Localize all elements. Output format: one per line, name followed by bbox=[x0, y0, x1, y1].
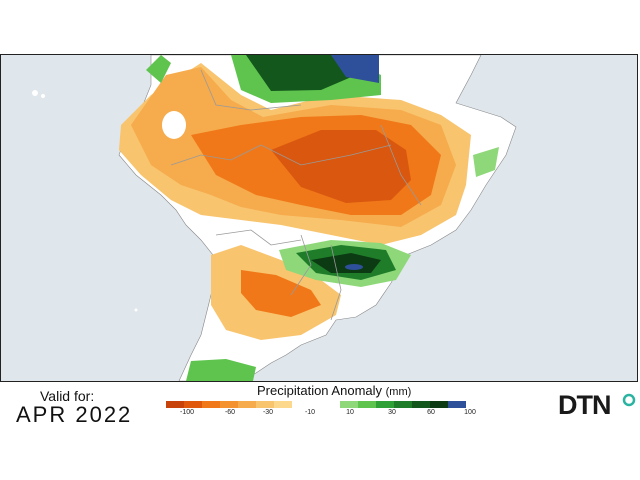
normal-area bbox=[162, 111, 186, 139]
legend-footer: Valid for: APR 2022 Precipitation Anomal… bbox=[0, 382, 640, 480]
legend-swatch bbox=[358, 401, 376, 408]
legend-swatch bbox=[256, 401, 274, 408]
legend-swatch bbox=[166, 401, 184, 408]
wet-anomaly-northwest bbox=[146, 55, 171, 83]
tick-label: -60 bbox=[224, 409, 236, 416]
tick-label: 100 bbox=[464, 409, 476, 416]
legend-scale-negative bbox=[166, 401, 292, 408]
legend-swatch bbox=[340, 401, 358, 408]
tick-label: -100 bbox=[179, 409, 195, 416]
legend-swatch bbox=[394, 401, 412, 408]
tick-label: 60 bbox=[427, 409, 435, 416]
legend-unit: (mm) bbox=[385, 386, 412, 398]
logo-text: DTN bbox=[558, 390, 611, 420]
island bbox=[134, 308, 138, 312]
wet-anomaly-north-core bbox=[246, 55, 356, 91]
legend-swatch bbox=[202, 401, 220, 408]
wet-anomaly-south-core bbox=[311, 253, 381, 273]
logo-mark-icon bbox=[622, 393, 636, 407]
island bbox=[32, 90, 38, 96]
tick-label: 30 bbox=[388, 409, 396, 416]
legend-swatch bbox=[238, 401, 256, 408]
legend-swatch bbox=[448, 401, 466, 408]
valid-for-label: Valid for: bbox=[40, 388, 95, 404]
tick-label: -10 bbox=[304, 409, 316, 416]
legend-title-text: Precipitation Anomaly bbox=[257, 383, 383, 398]
dry-anomaly-core bbox=[271, 130, 411, 203]
precipitation-anomaly-map bbox=[0, 54, 638, 382]
tick-label: -30 bbox=[262, 409, 274, 416]
legend-swatch bbox=[376, 401, 394, 408]
legend-title: Precipitation Anomaly (mm) bbox=[257, 383, 411, 398]
valid-date: APR 2022 bbox=[16, 402, 133, 427]
legend-swatch bbox=[430, 401, 448, 408]
legend-swatch bbox=[220, 401, 238, 408]
wet-anomaly-east bbox=[473, 147, 499, 177]
legend-swatch bbox=[412, 401, 430, 408]
wet-anomaly-north-max bbox=[331, 55, 379, 83]
map-svg bbox=[1, 55, 637, 381]
legend-ticks: -100 -60 -30 -10 10 30 60 100 bbox=[0, 409, 640, 419]
legend-swatch bbox=[184, 401, 202, 408]
country-boundaries bbox=[170, 69, 422, 321]
dry-anomaly-south-core bbox=[241, 270, 321, 317]
legend-swatch bbox=[274, 401, 292, 408]
tick-label: 10 bbox=[346, 409, 354, 416]
wet-anomaly-south-max bbox=[345, 264, 363, 270]
island bbox=[41, 94, 45, 98]
wet-anomaly-far-south bbox=[186, 359, 256, 381]
legend-scale-positive bbox=[340, 401, 466, 408]
